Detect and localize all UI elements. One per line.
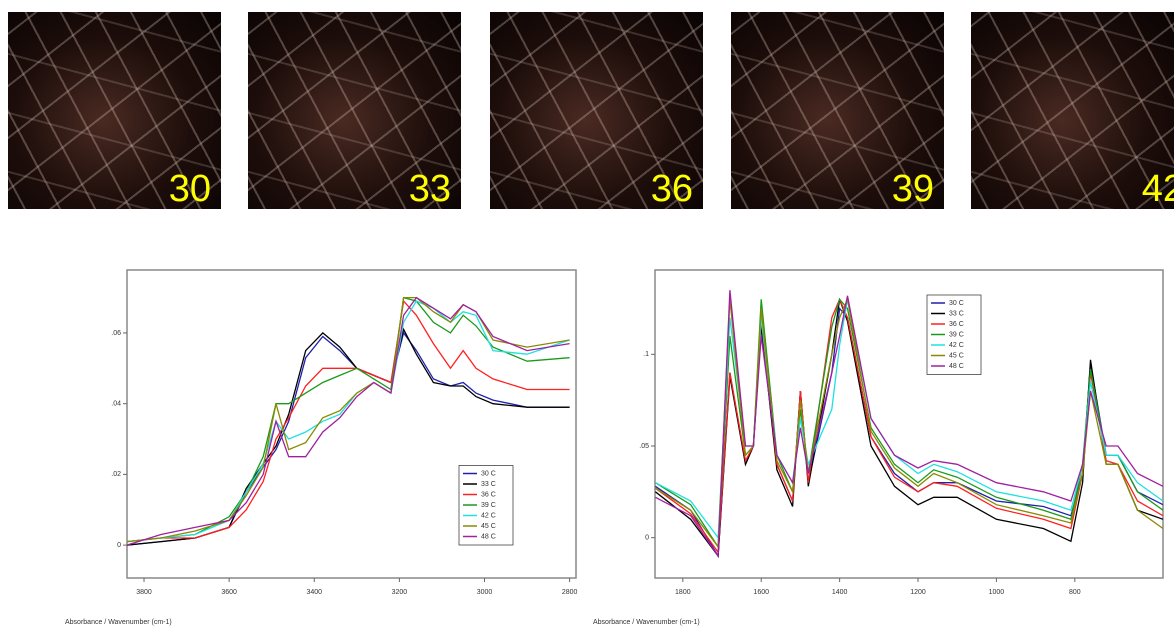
x-tick-label: 2800 [562,589,578,596]
thumbnail-label: 33 [408,168,451,209]
x-tick-label: 3200 [392,589,408,596]
thumbnail: 33 [248,12,461,209]
thumbnail-label: 36 [650,168,693,209]
legend-label: 39 C [481,502,496,509]
legend-label: 30 C [481,470,496,477]
y-tick-label: 0 [117,542,121,549]
y-tick-label: .02 [111,471,121,478]
legend-label: 30 C [949,300,964,307]
legend-label: 48 C [481,533,496,540]
thumbnail-label: 30 [168,168,211,209]
legend-label: 39 C [949,331,964,338]
x-tick-label: 3000 [477,589,493,596]
y-tick-label: .04 [111,401,121,408]
thumbnail: 30 [8,12,221,209]
x-tick-label: 1800 [675,589,691,596]
x-tick-label: 1000 [989,589,1005,596]
x-axis-label: Absorbance / Wavenumber (cm-1) [593,619,700,626]
legend-label: 36 C [949,321,964,328]
y-tick-label: 0 [645,535,649,542]
legend-label: 42 C [949,342,964,349]
series-line [655,290,1163,558]
thumbnail: 42 [971,12,1174,209]
x-tick-label: 800 [1069,589,1081,596]
x-tick-label: 1600 [753,589,769,596]
x-tick-label: 1200 [910,589,926,596]
x-tick-label: 3400 [306,589,322,596]
legend-label: 33 C [481,481,496,488]
legend-label: 42 C [481,512,496,519]
thumbnail: 36 [490,12,703,209]
y-tick-label: .06 [111,330,121,337]
legend-label: 33 C [949,310,964,317]
plot-frame [654,269,1164,579]
y-tick-label: .05 [639,443,649,450]
x-tick-label: 1400 [832,589,848,596]
thumbnail-label: 39 [891,168,934,209]
x-tick-label: 3600 [221,589,237,596]
legend-label: 48 C [949,363,964,370]
legend-label: 45 C [949,352,964,359]
y-tick-label: .1 [643,351,649,358]
series-line [127,296,570,546]
x-tick-label: 3800 [136,589,152,596]
x-axis-label: Absorbance / Wavenumber (cm-1) [65,619,172,626]
thumbnail-label: 42 [1141,168,1174,209]
legend-label: 45 C [481,523,496,530]
legend-label: 36 C [481,491,496,498]
thumbnail: 39 [731,12,944,209]
